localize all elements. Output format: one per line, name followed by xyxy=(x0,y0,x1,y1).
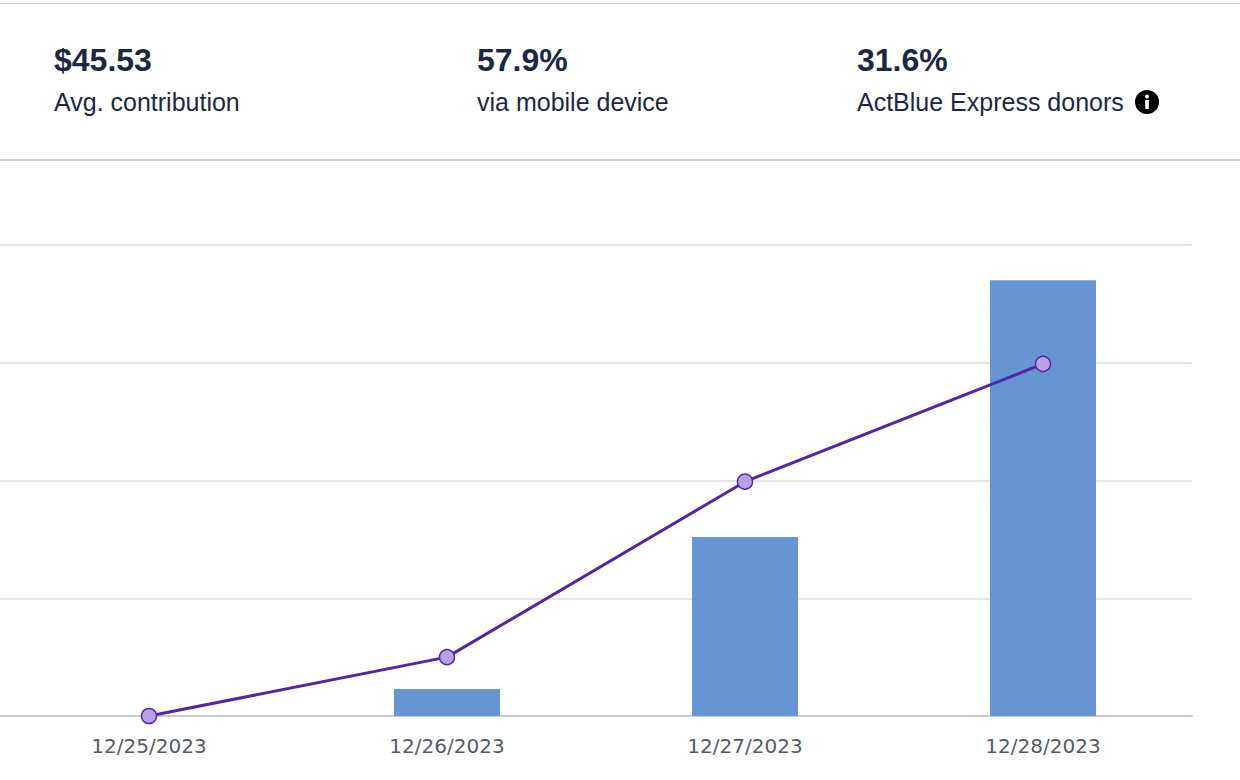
svg-text:12/26/2023: 12/26/2023 xyxy=(389,734,504,758)
svg-text:12/28/2023: 12/28/2023 xyxy=(985,734,1100,758)
html-text:$45.53: $45.53 xyxy=(54,42,152,78)
html-text:Avg. contribution: Avg. contribution xyxy=(54,88,240,116)
svg-text:12/27/2023: 12/27/2023 xyxy=(687,734,802,758)
html-text:57.9%: 57.9% xyxy=(477,42,568,78)
svg-text:12/25/2023: 12/25/2023 xyxy=(91,734,206,758)
html-text:ActBlue Express donors: ActBlue Express donors xyxy=(857,88,1124,116)
html-text:31.6%: 31.6% xyxy=(857,42,948,78)
html-text:via mobile device: via mobile device xyxy=(477,88,669,116)
